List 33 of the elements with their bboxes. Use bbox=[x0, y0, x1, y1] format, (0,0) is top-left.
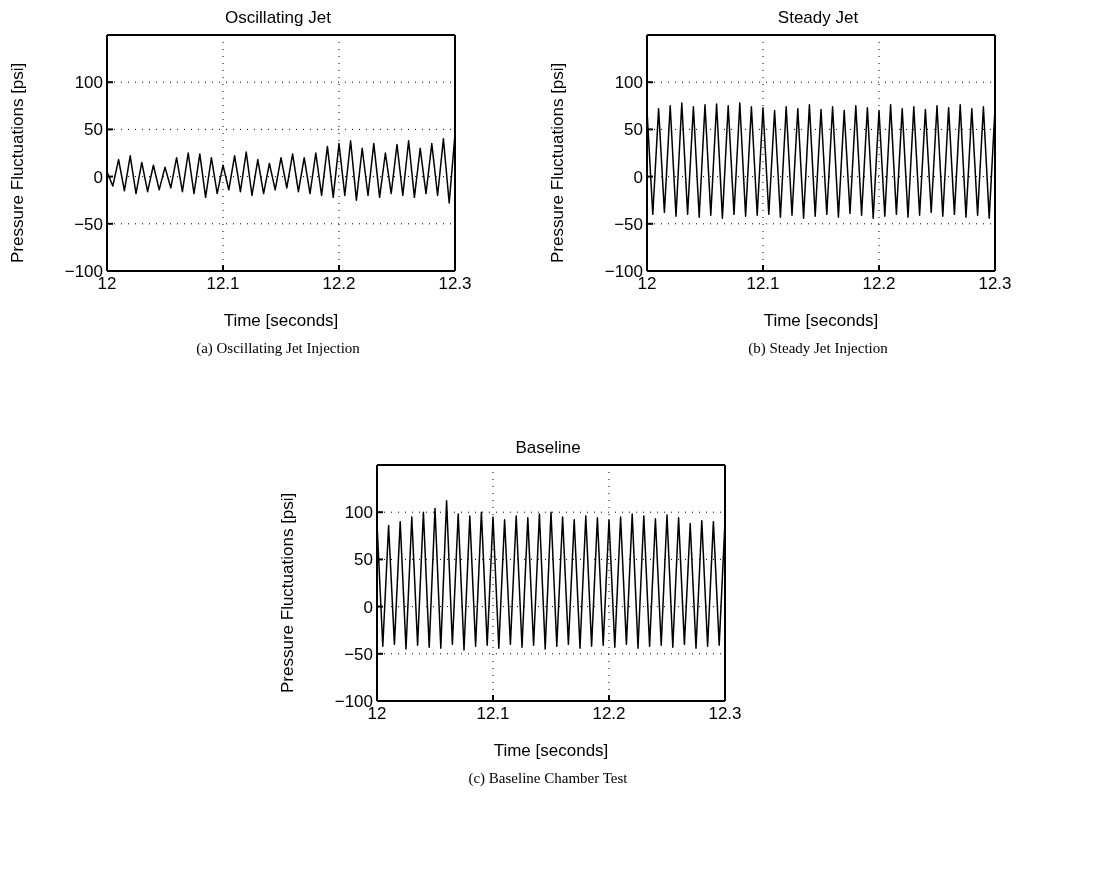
y-axis-title: Pressure Fluctuations [psi] bbox=[278, 492, 298, 693]
y-tick-label: 50 bbox=[624, 120, 643, 140]
x-tick-label: 12.1 bbox=[476, 704, 510, 724]
x-tick-label: 12.1 bbox=[206, 274, 240, 294]
y-axis-title: Pressure Fluctuations [psi] bbox=[8, 62, 28, 263]
chart-title: Baseline bbox=[514, 438, 582, 459]
y-tick-label: 100 bbox=[74, 73, 103, 93]
x-tick-label: 12.3 bbox=[438, 274, 472, 294]
y-tick-label: −50 bbox=[344, 644, 373, 664]
y-axis-title: Pressure Fluctuations [psi] bbox=[548, 62, 568, 263]
x-tick-label: 12.2 bbox=[592, 704, 626, 724]
x-axis-title: Time [seconds] bbox=[223, 311, 339, 330]
y-tick-label: −50 bbox=[74, 214, 103, 234]
y-tick-label: −50 bbox=[614, 214, 643, 234]
y-tick-label: 100 bbox=[614, 73, 643, 93]
y-tick-label: 50 bbox=[84, 120, 103, 140]
y-tick-label: 100 bbox=[344, 503, 373, 523]
x-tick-label: 12.1 bbox=[746, 274, 780, 294]
chart-title: Oscillating Jet bbox=[224, 8, 332, 29]
x-tick-label: 12.3 bbox=[978, 274, 1012, 294]
x-tick-label: 12.2 bbox=[862, 274, 896, 294]
y-tick-label: 0 bbox=[363, 597, 373, 617]
y-tick-label: 50 bbox=[354, 550, 373, 570]
y-tick-label: 0 bbox=[633, 167, 643, 187]
chart-title: Steady Jet bbox=[776, 8, 860, 29]
text: (c) Baseline Chamber Test bbox=[467, 770, 629, 787]
x-axis-title: Time [seconds] bbox=[493, 741, 609, 760]
text: (b) Steady Jet Injection bbox=[747, 340, 889, 357]
x-axis-title: Time [seconds] bbox=[763, 311, 879, 330]
x-tick-label: 12.3 bbox=[708, 704, 742, 724]
text: (a) Oscillating Jet Injection bbox=[195, 340, 361, 357]
y-tick-label: 0 bbox=[93, 167, 103, 187]
x-tick-label: 12.2 bbox=[322, 274, 356, 294]
